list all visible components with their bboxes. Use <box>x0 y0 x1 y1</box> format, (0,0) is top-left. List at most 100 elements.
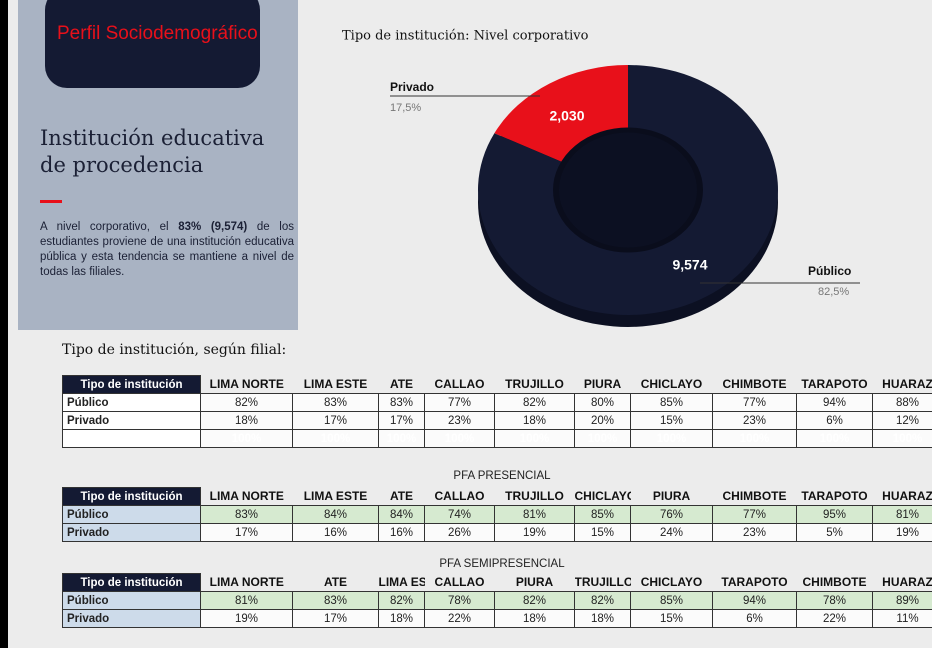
header-cell: HUARAZ <box>882 377 932 392</box>
header-cell: PIURA <box>652 489 691 504</box>
cell: 18% <box>494 411 575 430</box>
header-cell: TRUJILLO <box>505 489 564 504</box>
cell: 100% <box>630 429 713 448</box>
cell: 84% <box>292 505 379 524</box>
donut <box>478 65 778 315</box>
slice <box>478 65 778 315</box>
header-cell: LIMA ESTE <box>303 489 368 504</box>
cell: 83% <box>292 591 379 610</box>
hole-rim <box>553 127 703 253</box>
cell: 83% <box>200 505 293 524</box>
cell: 23% <box>712 523 797 542</box>
header-cell: CHICLAYO <box>640 575 703 590</box>
cell: 100% <box>200 429 293 448</box>
slice-value: 2,030 <box>549 108 584 124</box>
text: de los estudiantes proviene de una insti… <box>40 221 294 278</box>
cell: 18% <box>200 411 293 430</box>
text: A nivel corporativo, el <box>40 221 179 233</box>
highlight: 83% (9,574) <box>178 221 248 233</box>
header-cell: CHICLAYO <box>574 489 631 504</box>
row-label: Público <box>62 591 201 610</box>
table-caption: PFA SEMIPRESENCIAL <box>439 558 565 570</box>
slice-share: 82,5% <box>818 286 849 298</box>
cell: 94% <box>796 393 873 412</box>
section-title: Tipo de institución, según filial: <box>62 342 287 358</box>
header-cell: TARAPOTO <box>801 377 868 392</box>
header-row: Tipo de institución LIMA NORTE LIMA ESTE AT… <box>62 375 932 394</box>
badge: Perfil Sociodemográfico <box>45 0 260 88</box>
paragraph: A nivel corporativo, el 83% (9,574) de l… <box>40 220 294 280</box>
row: Privado 17% 16% 16% 26% 19% 15% 24% 23% 5% 19% <box>62 523 932 542</box>
table: Tipo de institución LIMA NORTE ATE LIMA EST… <box>62 573 932 628</box>
cell: 6% <box>796 411 873 430</box>
chart-title: Tipo de institución: Nivel corporativo <box>342 29 589 44</box>
cell: 85% <box>574 505 631 524</box>
table: Tipo de institución LIMA NORTE LIMA ESTE AT… <box>62 487 932 542</box>
cell: 74% <box>424 505 495 524</box>
row: Total general 100% 100% 100% 100% 100% 100% 100… <box>62 429 932 448</box>
cell: 78% <box>796 591 873 610</box>
cell: 6% <box>712 609 797 628</box>
header-cell: Tipo de institución <box>62 487 201 506</box>
cell: 85% <box>630 591 713 610</box>
slice-label: Privado <box>390 80 434 94</box>
cell: 77% <box>712 505 797 524</box>
row: Público 82% 83% 83% 77% 82% 80% 85% 77% 94% 88% <box>62 393 932 412</box>
header-cell: CALLAO <box>434 489 485 504</box>
cell: 22% <box>424 609 495 628</box>
row-label: Público <box>62 393 201 412</box>
header-cell: Tipo de institución <box>62 573 201 592</box>
slice-share: 17,5% <box>390 102 421 114</box>
header-cell: HUARAZ <box>882 575 932 590</box>
cell: 17% <box>292 411 379 430</box>
header-cell: ATE <box>389 489 414 504</box>
heading: Institución educativa de procedencia <box>40 126 265 177</box>
cell: 89% <box>872 591 932 610</box>
header-cell: TRUJILLO <box>505 377 564 392</box>
header-cell: LIMA NORTE <box>209 377 284 392</box>
header-cell: CALLAO <box>434 575 485 590</box>
cell: 77% <box>712 393 797 412</box>
cell: 12% <box>872 411 932 430</box>
cell: 15% <box>630 411 713 430</box>
cell: 82% <box>494 393 575 412</box>
cell: 100% <box>494 429 575 448</box>
cell: 76% <box>630 505 713 524</box>
cell: 23% <box>424 411 495 430</box>
row: Privado 19% 17% 18% 22% 18% 18% 15% 6% 22% 11% <box>62 609 932 628</box>
cell: 17% <box>200 523 293 542</box>
header-cell: LIMA ESTE <box>303 377 368 392</box>
header-cell: TRUJILLO <box>574 575 631 590</box>
cell: 100% <box>712 429 797 448</box>
edge-strip <box>0 0 8 648</box>
slice <box>494 65 628 163</box>
table-wrap: Tipo de institución LIMA NORTE LIMA ESTE AT… <box>62 487 932 542</box>
header-cell: CHIMBOTE <box>722 377 787 392</box>
cell: 23% <box>712 411 797 430</box>
cell: 100% <box>872 429 932 448</box>
header-cell: LIMA NORTE <box>209 489 284 504</box>
cell: 94% <box>712 591 797 610</box>
row-label: Público <box>62 505 201 524</box>
cell: 20% <box>574 411 631 430</box>
cell: 5% <box>796 523 873 542</box>
header-cell: CHICLAYO <box>640 377 703 392</box>
cell: 100% <box>574 429 631 448</box>
row-label: Privado <box>62 609 201 628</box>
cell: 83% <box>292 393 379 412</box>
cell: 100% <box>292 429 379 448</box>
row-label: Total general <box>62 429 201 448</box>
cell: 82% <box>574 591 631 610</box>
cell: 17% <box>292 609 379 628</box>
cell: 95% <box>796 505 873 524</box>
cell: 24% <box>630 523 713 542</box>
table: Tipo de institución LIMA NORTE LIMA ESTE AT… <box>62 375 932 448</box>
cell: 83% <box>378 393 425 412</box>
cell: 77% <box>424 393 495 412</box>
cell: 15% <box>630 609 713 628</box>
header-cell: LIMA ESTE <box>378 575 425 590</box>
cell: 19% <box>494 523 575 542</box>
cell: 84% <box>378 505 425 524</box>
cell: 22% <box>796 609 873 628</box>
